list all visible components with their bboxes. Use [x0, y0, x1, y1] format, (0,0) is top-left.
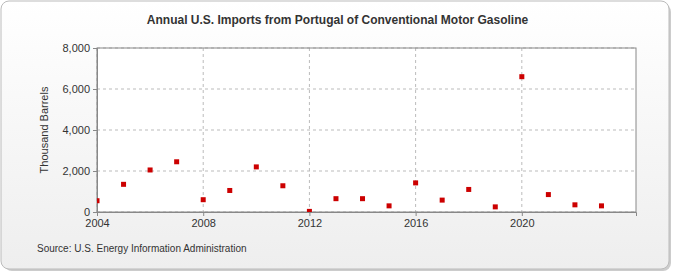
point	[174, 159, 179, 164]
tick-mark	[93, 212, 97, 213]
point	[121, 182, 126, 187]
grid-line	[97, 130, 636, 131]
tick-label: 4,000	[62, 124, 90, 136]
chart: 2004 2008 2012 2016 2020 0 2,000 4,000 6,000 8,00…	[0, 0, 675, 275]
tick-label: 8,000	[62, 42, 90, 54]
points	[97, 74, 604, 212]
tick-mark	[309, 212, 310, 216]
title: Annual U.S. Imports from Portugal of Con…	[147, 13, 529, 27]
tick: 2008	[191, 212, 215, 229]
grid	[97, 48, 636, 212]
point	[97, 198, 100, 203]
grid-line	[521, 48, 522, 212]
tick-label: 2020	[510, 217, 534, 229]
tick-label: 2004	[85, 217, 109, 229]
tick-label: 6,000	[62, 83, 90, 95]
tick-mark	[93, 130, 97, 131]
point	[387, 203, 392, 208]
point	[572, 202, 577, 207]
point	[333, 196, 338, 201]
axis-line	[98, 213, 637, 217]
tick-label: 2,000	[62, 165, 90, 177]
tick-label: 2008	[191, 217, 215, 229]
point	[413, 180, 418, 185]
point	[466, 187, 471, 192]
tick-mark	[416, 212, 417, 216]
grid-line	[203, 48, 204, 212]
frame	[1, 1, 669, 269]
tick-mark	[522, 212, 523, 216]
tick-label: 0	[84, 206, 90, 218]
grid-line	[309, 48, 310, 212]
tick-mark	[203, 212, 204, 216]
tick: 4,000	[62, 124, 97, 136]
tick: 0	[84, 206, 97, 218]
point	[148, 167, 153, 172]
grid-line	[415, 48, 416, 212]
point	[493, 204, 498, 209]
tick-mark	[93, 48, 97, 49]
grid-line	[97, 171, 636, 172]
tick: 8,000	[62, 42, 97, 54]
point	[546, 192, 551, 197]
source-note: Source: U.S. Energy Information Administ…	[37, 243, 247, 254]
tick: 2012	[298, 212, 322, 229]
tick-mark	[93, 89, 97, 90]
tick: 2,000	[62, 165, 97, 177]
point	[519, 74, 524, 79]
plot-area	[97, 48, 636, 212]
point	[201, 197, 206, 202]
grid-line	[97, 89, 636, 90]
tick-label: 2016	[404, 217, 428, 229]
tick: 6,000	[62, 83, 97, 95]
plot-frame	[97, 48, 636, 212]
y-axis: 0 2,000 4,000 6,000 8,000	[62, 42, 97, 218]
point	[599, 203, 604, 208]
x-axis: 2004 2008 2012 2016 2020	[85, 212, 636, 229]
point	[227, 188, 232, 193]
tick-mark	[93, 171, 97, 172]
point	[254, 164, 259, 169]
point	[280, 183, 285, 188]
point	[360, 196, 365, 201]
point	[307, 209, 312, 212]
tick: 2020	[510, 212, 534, 229]
tick-label: 2012	[298, 217, 322, 229]
point	[440, 198, 445, 203]
y-axis-title: Thousand Barrels	[38, 86, 50, 173]
tick: 2016	[404, 212, 428, 229]
